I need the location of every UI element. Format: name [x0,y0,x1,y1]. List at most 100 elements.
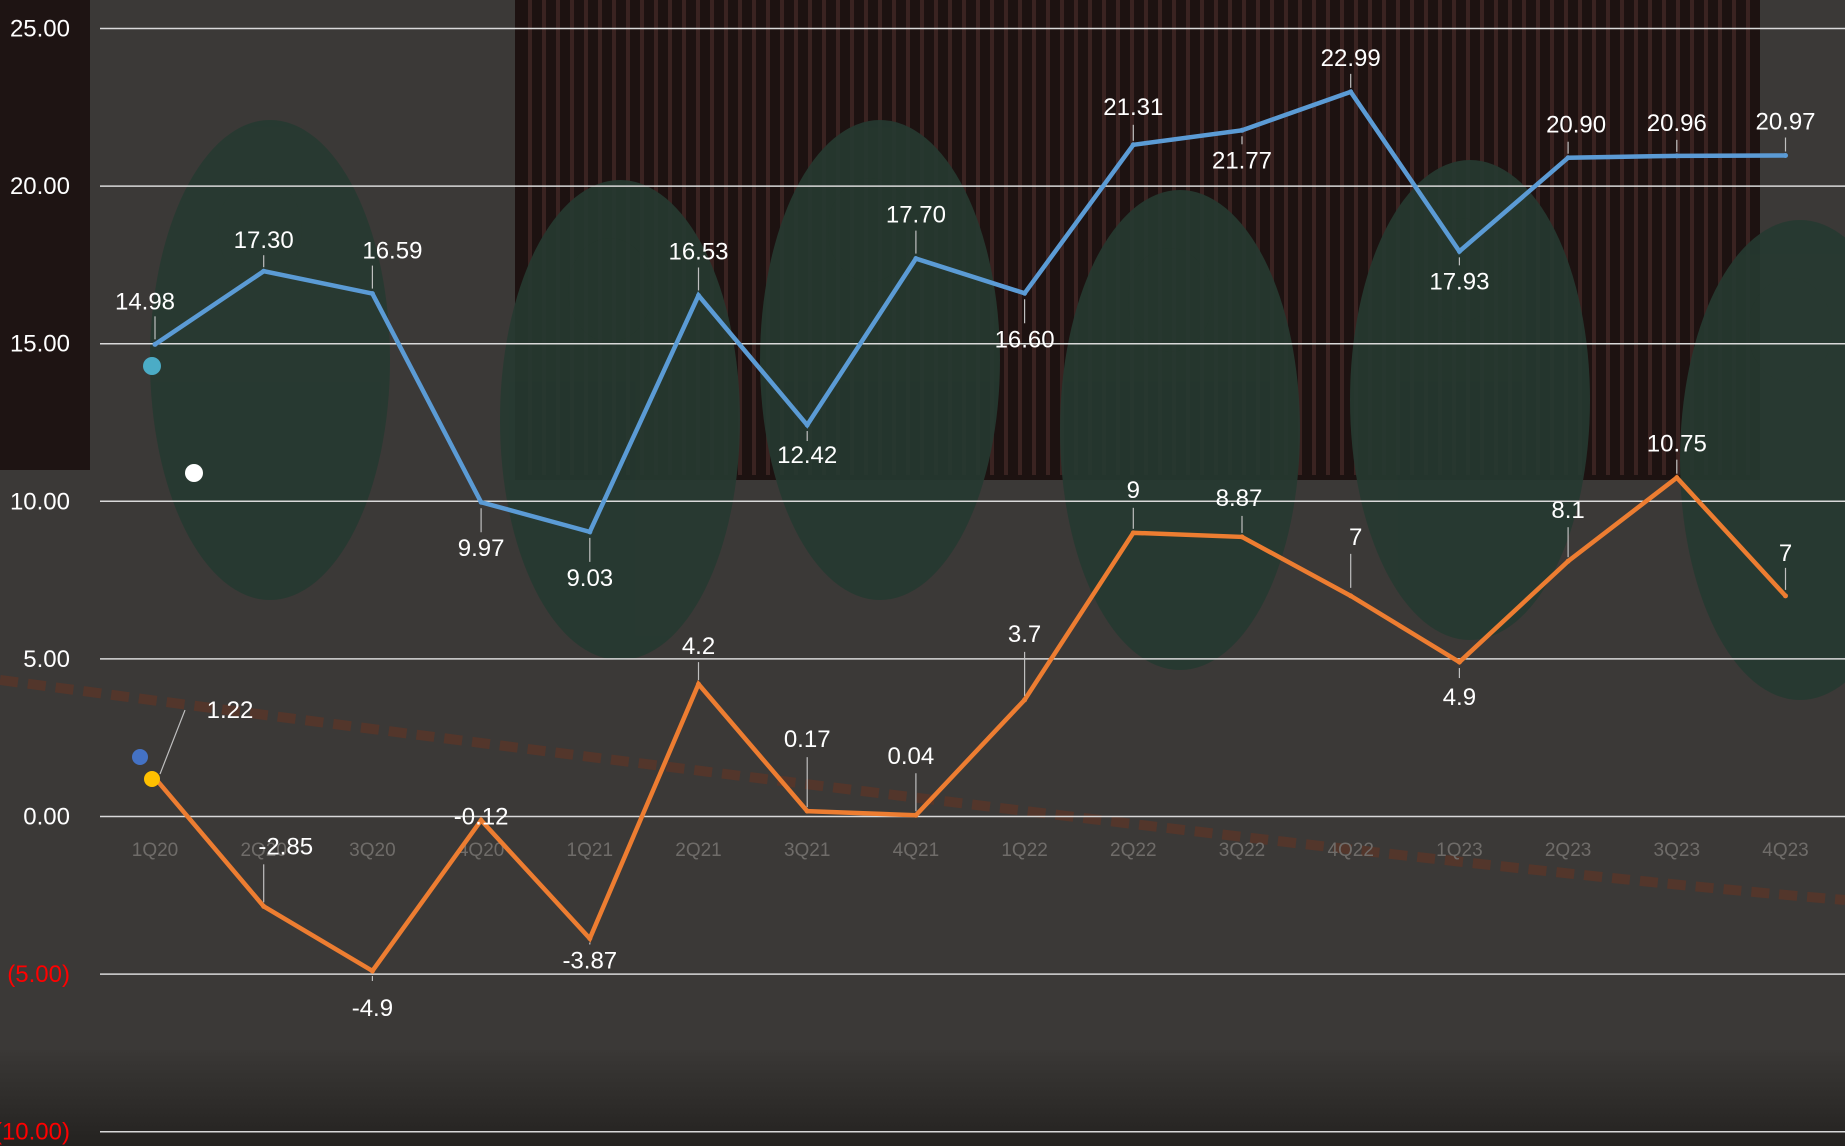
data-label: 4.2 [682,633,715,660]
data-label: 17.70 [886,202,946,229]
x-tick-label: 4Q23 [1762,840,1808,861]
series-1: 14.98 17.30 16.59 9.97 9.03 16.53 12.42 17.70 16… [115,45,1816,592]
y-tick-label: 5.00 [23,646,70,673]
data-point [1456,248,1462,254]
data-point [1022,697,1028,703]
data-point [478,499,484,505]
data-label: 12.42 [777,442,837,469]
data-point [587,935,593,941]
series-line [153,474,1788,974]
data-point [261,268,267,274]
x-tick-label: 1Q22 [1001,840,1047,861]
x-tick-label: 1Q21 [567,840,613,861]
data-label: 16.60 [995,326,1055,353]
data-point [1783,153,1788,159]
y-tick-label: 25.00 [10,16,70,43]
data-label: 21.31 [1103,94,1163,121]
data-label: 20.96 [1647,110,1707,137]
data-point [1348,593,1354,599]
gridlines [100,27,1845,1133]
data-point [696,681,701,687]
data-label: 21.77 [1212,147,1272,174]
data-point [1565,558,1571,564]
data-point [1130,142,1136,148]
data-label: 20.90 [1546,112,1606,139]
series-2: 1.22 -2.85 -4.9 -0.12 -3.87 4.2 0.17 0.04 3.7 9 8.… [152,431,1792,1022]
data-label: 16.59 [362,238,422,265]
data-label: 17.30 [234,227,294,254]
x-tick-label: 3Q23 [1654,840,1700,861]
data-label: 3.7 [1008,621,1041,648]
data-label: 17.93 [1429,268,1489,295]
data-label: 0.17 [784,726,831,753]
data-point [152,341,158,347]
data-point [1456,659,1462,665]
x-tick-label: 3Q22 [1219,840,1265,861]
legend-marker [185,464,203,482]
legend-markers [132,357,203,787]
data-label: 9.97 [458,535,505,562]
data-label: 4.9 [1443,684,1476,711]
data-point [804,808,810,814]
legend-marker [132,749,148,765]
data-point [1239,127,1245,133]
data-label: 14.98 [115,288,175,315]
x-tick-label: 3Q21 [784,840,830,861]
x-tick-label: 4Q22 [1327,840,1373,861]
data-point [913,256,919,262]
legend-marker [144,771,160,787]
data-point [587,529,593,535]
x-tick-label: 4Q21 [893,840,939,861]
data-label: -0.12 [454,803,509,830]
legend-marker [143,357,161,375]
x-tick-label: 2Q23 [1545,840,1591,861]
data-label: -3.87 [562,947,617,974]
leader-line [159,709,186,775]
data-point [1348,89,1354,95]
data-point [369,291,375,297]
data-label: -2.85 [258,833,313,860]
data-label: 9 [1127,477,1140,504]
data-point [1565,155,1571,161]
data-label: 7 [1349,524,1362,551]
data-label: 22.99 [1321,45,1381,72]
data-label: 9.03 [566,565,613,592]
x-tick-label: 2Q22 [1110,840,1156,861]
data-label: 20.97 [1755,109,1815,136]
data-point [1783,593,1788,599]
x-tick-label: 4Q20 [458,840,504,861]
data-point [478,817,484,823]
x-tick-label: 1Q23 [1436,840,1482,861]
x-tick-label: 2Q21 [675,840,721,861]
data-point [1674,475,1680,481]
y-tick-label: 10.00 [10,488,70,515]
data-label: 8.87 [1216,485,1263,512]
data-point [696,292,701,298]
data-label: 1.22 [207,697,254,724]
data-point [1674,153,1680,159]
data-label: 8.1 [1551,497,1584,524]
y-tick-label: 20.00 [10,173,70,200]
data-label: 0.04 [888,743,935,770]
y-axis: 25.00 20.00 15.00 10.00 5.00 0.00 (5.00) (10.00… [0,16,70,1146]
y-tick-label: 0.00 [23,804,70,831]
data-label: 7 [1779,540,1792,567]
data-point [261,903,267,909]
data-point [1239,534,1245,540]
y-tick-label: 15.00 [10,331,70,358]
data-point [369,968,375,974]
data-label: 10.75 [1647,431,1707,458]
y-tick-label: (10.00) [0,1119,70,1146]
data-point [804,422,810,428]
data-label: -4.9 [352,995,393,1022]
series-group: 14.98 17.30 16.59 9.97 9.03 16.53 12.42 17.70 16… [115,45,1816,1022]
data-label: 16.53 [668,238,728,265]
y-tick-label: (5.00) [7,961,70,988]
x-tick-label: 1Q20 [132,840,178,861]
x-tick-label: 2Q20 [240,840,286,861]
data-point [1130,530,1136,536]
data-point [913,812,919,818]
